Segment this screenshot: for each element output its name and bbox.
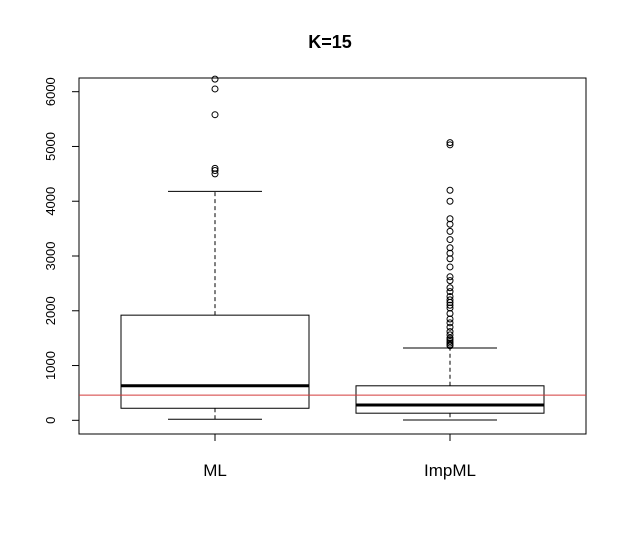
y-tick-label: 5000 [43, 132, 58, 161]
y-tick-label: 4000 [43, 187, 58, 216]
y-tick-label: 3000 [43, 242, 58, 271]
y-tick-label: 1000 [43, 351, 58, 380]
outlier-point [446, 273, 454, 281]
outlier-point [446, 220, 454, 228]
outlier-point [446, 304, 454, 312]
outlier-point [446, 249, 454, 257]
outlier-point [446, 301, 454, 309]
outlier-point [446, 215, 454, 223]
box-iqr [120, 314, 310, 409]
outlier-point [446, 236, 454, 244]
outlier-point [446, 141, 454, 149]
outlier-point [211, 164, 219, 172]
outlier-point [446, 310, 454, 318]
outlier-point [446, 334, 454, 342]
outlier-point [211, 85, 219, 93]
outlier-point [211, 167, 219, 175]
y-tick-label: 6000 [43, 77, 58, 106]
outlier-point [446, 139, 454, 147]
outlier-point [446, 255, 454, 263]
outlier-point [446, 284, 454, 292]
outlier-point [446, 319, 454, 327]
plot-area: 0 1000 2000 3000 4000 5000 6000 ML ImpML [43, 75, 587, 480]
outlier-point [446, 328, 454, 336]
outlier-point [446, 288, 454, 296]
y-tick-label: 2000 [43, 296, 58, 325]
y-tick-label: 0 [43, 417, 58, 424]
x-tick-label: ML [203, 461, 227, 480]
chart-title: K=15 [308, 32, 352, 52]
outlier-point [446, 315, 454, 323]
outlier-point [211, 170, 219, 178]
outlier-point [211, 75, 219, 83]
outlier-point [446, 277, 454, 285]
x-tick-label: ImpML [424, 461, 476, 480]
outlier-point [446, 263, 454, 271]
outlier-point [446, 244, 454, 252]
outlier-point [211, 111, 219, 119]
outlier-point [446, 293, 454, 301]
outlier-point [446, 323, 454, 331]
outlier-point [446, 197, 454, 205]
box-iqr [355, 385, 545, 414]
outlier-point [446, 227, 454, 235]
outlier-point [446, 331, 454, 339]
outlier-point [446, 186, 454, 194]
outlier-point [446, 296, 454, 304]
